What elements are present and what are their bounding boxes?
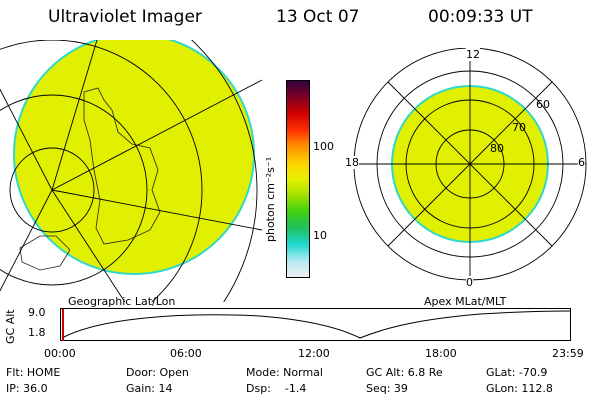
aurora-image-disc: [13, 40, 255, 275]
mlat-label-70: 70: [512, 121, 526, 134]
colorbar-tick-100: 100: [313, 140, 334, 153]
orbit-timeline-plot: [60, 308, 571, 341]
timeline-xtick-1800: 18:00: [425, 347, 457, 360]
latitude-grid: [0, 40, 258, 302]
status-door: Door: Open: [126, 366, 189, 379]
status-flt: Flt: HOME: [6, 366, 61, 379]
timeline-ylabel: GC Alt: [4, 309, 17, 344]
status-gcalt: GC Alt: 6.8 Re: [366, 366, 443, 379]
geographic-label: Geographic Lat/Lon: [68, 295, 176, 308]
status-glat: GLat: -70.9: [486, 366, 548, 379]
colorbar-tick-10: 10: [313, 229, 327, 242]
coastline-south: [19, 235, 71, 271]
apex-polar-panel: [353, 48, 587, 281]
date-label: 13 Oct 07: [276, 7, 360, 27]
timeline-xtick-1200: 12:00: [298, 347, 330, 360]
colorbar-unit-label: photon cm⁻²s⁻¹: [264, 156, 277, 242]
timeline-xtick-0000: 00:00: [44, 347, 76, 360]
status-mode: Mode: Normal: [246, 366, 323, 379]
mlat-label-60: 60: [536, 98, 550, 111]
instrument-title: Ultraviolet Imager: [48, 7, 202, 27]
colorbar: [286, 80, 310, 278]
geographic-image-panel: [0, 40, 262, 302]
colorbar-gradient: [287, 81, 309, 277]
status-glon: GLon: 112.8: [486, 382, 553, 395]
apex-label: Apex MLat/MLT: [424, 295, 507, 308]
timeline-ytick-9: 9.0: [28, 306, 46, 319]
mlt-label-12: 12: [466, 48, 480, 61]
longitude-grid: [0, 40, 262, 302]
coastline: [83, 87, 161, 245]
mlt-spokes: [354, 48, 586, 280]
mlt-label-18: 18: [345, 156, 359, 169]
status-seq: Seq: 39: [366, 382, 408, 395]
status-ip: IP: 36.0: [6, 382, 48, 395]
status-gain: Gain: 14: [126, 382, 173, 395]
timeline-xtick-2359: 23:59: [552, 347, 584, 360]
mlat-label-80: 80: [490, 142, 504, 155]
mlt-label-0: 0: [466, 276, 473, 289]
timeline-ytick-1-8: 1.8: [28, 326, 46, 339]
timeline-xtick-0600: 06:00: [170, 347, 202, 360]
mlt-label-6: 6: [578, 156, 585, 169]
altitude-curve: [61, 310, 571, 339]
status-dsp: Dsp: -1.4: [246, 382, 307, 395]
time-label: 00:09:33 UT: [428, 7, 533, 27]
